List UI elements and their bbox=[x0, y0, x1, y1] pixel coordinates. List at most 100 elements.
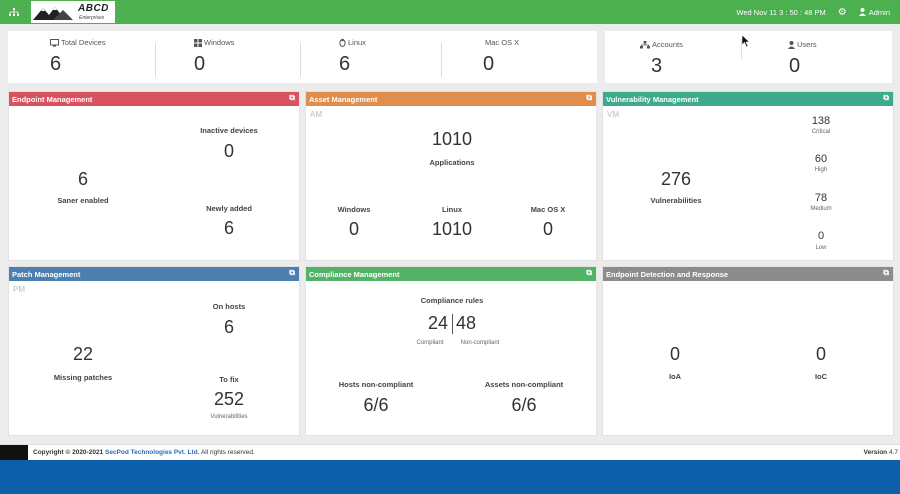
version-info: Version 4.7 bbox=[864, 449, 898, 456]
to-fix-value[interactable]: 252 bbox=[213, 389, 245, 409]
assets-noncompliant-label: Assets non-compliant bbox=[484, 380, 564, 389]
settings-gear-icon[interactable]: ⚙ bbox=[837, 6, 847, 18]
stat-label: Users bbox=[797, 40, 817, 49]
compliance-management-card: Compliance Management ⧉ Compliance rules… bbox=[305, 266, 597, 436]
datetime-display: Wed Nov 11 3 : 50 : 48 PM bbox=[736, 7, 826, 17]
sitemap-icon bbox=[9, 7, 19, 16]
newly-added-value[interactable]: 6 bbox=[223, 218, 234, 238]
on-hosts-value[interactable]: 6 bbox=[223, 317, 234, 337]
medium-value[interactable]: 78 bbox=[814, 192, 828, 204]
stat-accounts[interactable]: Accounts 3 bbox=[605, 31, 745, 83]
company-link[interactable]: SecPod Technologies Pvt. Ltd. bbox=[104, 449, 200, 456]
logo-name: ABCD bbox=[78, 3, 109, 14]
to-fix-label: To fix bbox=[219, 375, 239, 384]
asset-windows-label: Windows bbox=[337, 205, 371, 214]
stat-linux[interactable]: Linux 6 bbox=[303, 31, 448, 83]
card-title: Endpoint Detection and Response bbox=[606, 269, 729, 279]
admin-menu[interactable]: Admin bbox=[858, 7, 890, 17]
compliant-label: Compliant bbox=[416, 340, 444, 346]
assets-noncompliant-value[interactable]: 6/6 bbox=[511, 395, 537, 415]
admin-label: Admin bbox=[868, 7, 890, 17]
rights-text: All rights reserved. bbox=[199, 449, 255, 456]
stat-value: 3 bbox=[651, 55, 663, 77]
stat-total-devices[interactable]: Total Devices 6 bbox=[8, 31, 158, 83]
on-hosts-label: On hosts bbox=[212, 302, 246, 311]
users-icon bbox=[788, 40, 795, 49]
compliance-rules-label: Compliance rules bbox=[420, 296, 484, 305]
hosts-noncompliant-value[interactable]: 6/6 bbox=[363, 395, 389, 415]
to-fix-sublabel: Vulnerabilities bbox=[210, 414, 248, 420]
external-link-icon[interactable]: ⧉ bbox=[586, 93, 592, 102]
card-tag: VM bbox=[607, 110, 619, 119]
applications-value[interactable]: 1010 bbox=[431, 129, 473, 149]
asset-mac-label: Mac OS X bbox=[530, 205, 566, 214]
stat-label: Mac OS X bbox=[485, 38, 520, 47]
card-title: Vulnerability Management bbox=[606, 94, 699, 104]
summary-strip: Total Devices 6 Windows 0 Linux 6 Mac OS… bbox=[8, 31, 892, 83]
missing-patches-value[interactable]: 22 bbox=[72, 344, 94, 364]
edr-card: Endpoint Detection and Response ⧉ 0 IoA … bbox=[602, 266, 894, 436]
compliance-divider bbox=[452, 314, 453, 334]
compliant-value[interactable]: 24 bbox=[427, 313, 448, 333]
vulnerabilities-label: Vulnerabilities bbox=[650, 196, 702, 205]
asset-linux-value[interactable]: 1010 bbox=[431, 219, 473, 239]
accounts-icon bbox=[640, 40, 650, 48]
inactive-devices-value[interactable]: 0 bbox=[223, 141, 234, 161]
stat-value: 0 bbox=[789, 55, 801, 77]
asset-mac-value[interactable]: 0 bbox=[542, 219, 553, 239]
stat-value: 6 bbox=[339, 53, 351, 75]
card-header: Endpoint Management ⧉ bbox=[9, 92, 299, 106]
external-link-icon[interactable]: ⧉ bbox=[289, 93, 295, 102]
missing-patches-label: Missing patches bbox=[53, 373, 113, 382]
ioc-value[interactable]: 0 bbox=[815, 344, 826, 364]
stat-label: Accounts bbox=[652, 40, 683, 49]
external-link-icon[interactable]: ⧉ bbox=[883, 268, 889, 277]
stat-users[interactable]: Users 0 bbox=[745, 31, 892, 83]
asset-linux-label: Linux bbox=[442, 205, 462, 214]
critical-value[interactable]: 138 bbox=[811, 115, 831, 127]
external-link-icon[interactable]: ⧉ bbox=[586, 268, 592, 277]
card-header: Asset Management ⧉ bbox=[306, 92, 596, 106]
vulnerability-management-card: Vulnerability Management ⧉ VM 276 Vulner… bbox=[602, 91, 894, 261]
critical-label: Critical bbox=[811, 129, 831, 135]
card-title: Endpoint Management bbox=[12, 94, 93, 104]
card-header: Endpoint Detection and Response ⧉ bbox=[603, 267, 893, 281]
card-title: Asset Management bbox=[309, 94, 378, 104]
stat-label: Total Devices bbox=[61, 38, 106, 47]
card-header: Patch Management ⧉ bbox=[9, 267, 299, 281]
ioa-value[interactable]: 0 bbox=[669, 344, 680, 364]
stat-label: Windows bbox=[204, 38, 235, 47]
low-value[interactable]: 0 bbox=[817, 230, 825, 242]
vulnerabilities-value[interactable]: 276 bbox=[660, 169, 692, 189]
stat-value: 6 bbox=[50, 53, 62, 75]
asset-management-card: Asset Management ⧉ AM 1010 Applications … bbox=[305, 91, 597, 261]
mountain-logo-icon bbox=[33, 7, 73, 20]
asset-windows-value[interactable]: 0 bbox=[348, 219, 359, 239]
card-tag: PM bbox=[13, 285, 25, 294]
menu-toggle-button[interactable] bbox=[0, 0, 28, 24]
stat-macos[interactable]: Mac OS X 0 bbox=[448, 31, 597, 83]
noncompliant-label: Non-compliant bbox=[460, 340, 500, 346]
high-value[interactable]: 60 bbox=[814, 153, 828, 165]
hosts-noncompliant-label: Hosts non-compliant bbox=[338, 380, 414, 389]
footer: Copyright © 2020-2021 SecPod Technologie… bbox=[0, 444, 900, 461]
applications-label: Applications bbox=[429, 158, 475, 167]
stat-value: 0 bbox=[483, 53, 495, 75]
noncompliant-value[interactable]: 48 bbox=[456, 313, 477, 333]
medium-label: Medium bbox=[810, 206, 832, 212]
saner-enabled-value[interactable]: 6 bbox=[77, 169, 88, 189]
version-value: 4.7 bbox=[888, 449, 898, 456]
windows-icon bbox=[194, 38, 202, 47]
top-navbar: ABCD Enterprises Wed Nov 11 3 : 50 : 48 … bbox=[0, 0, 900, 24]
version-label: Version bbox=[863, 449, 888, 456]
monitor-icon bbox=[50, 38, 59, 47]
external-link-icon[interactable]: ⧉ bbox=[883, 93, 889, 102]
card-header: Vulnerability Management ⧉ bbox=[603, 92, 893, 106]
external-link-icon[interactable]: ⧉ bbox=[289, 268, 295, 277]
inactive-devices-label: Inactive devices bbox=[200, 126, 258, 135]
stat-windows[interactable]: Windows 0 bbox=[158, 31, 308, 83]
company-logo[interactable]: ABCD Enterprises bbox=[31, 1, 115, 23]
card-title: Compliance Management bbox=[309, 269, 400, 279]
card-title: Patch Management bbox=[12, 269, 81, 279]
endpoint-management-card: Endpoint Management ⧉ 6 Saner enabled In… bbox=[8, 91, 300, 261]
